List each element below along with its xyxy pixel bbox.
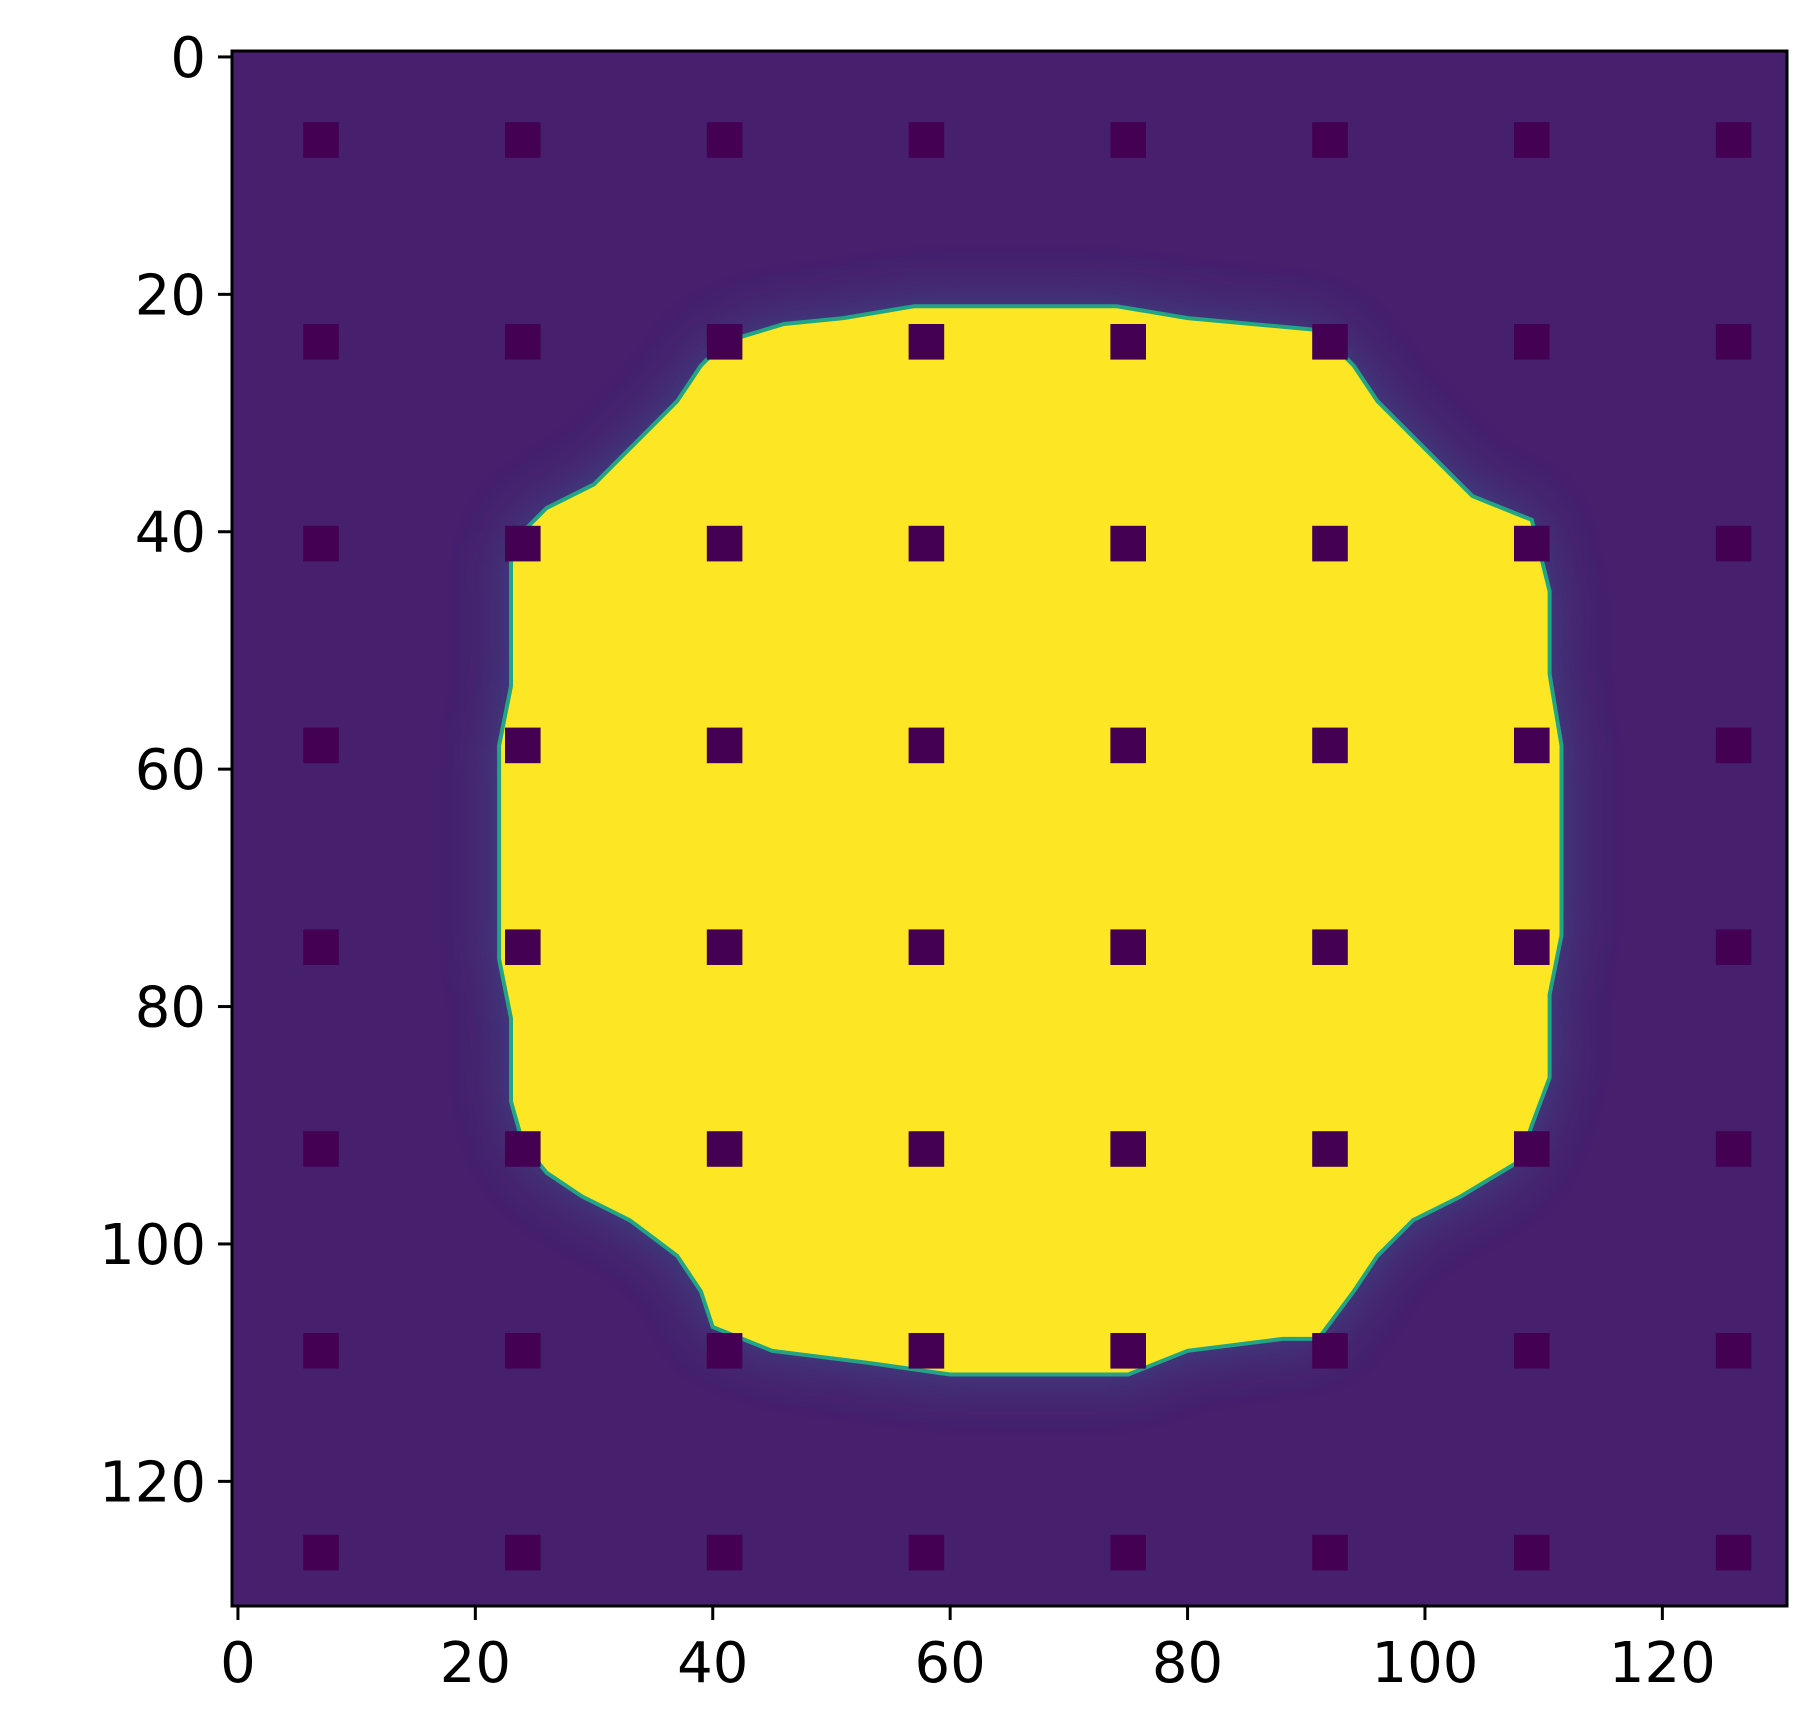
dot-marker [1110,324,1146,360]
dot-marker [908,1534,945,1571]
dot-marker [1312,727,1348,764]
x-tick-label: 100 [1372,1631,1479,1696]
y-tick-label: 0 [170,26,206,91]
y-tick-label: 120 [99,1450,206,1515]
dot-marker [1110,525,1146,562]
x-tick-label: 120 [1609,1631,1716,1696]
dot-marker [1514,525,1550,562]
y-tick-label: 40 [135,501,206,566]
y-tick-label: 80 [135,976,206,1041]
dot-marker [706,727,743,764]
y-tick-label: 20 [135,263,206,328]
dot-marker [1715,1534,1752,1571]
high-value-blob [497,304,1564,1377]
x-axis: 0 20 40 60 80 100 120 [220,1606,1716,1696]
dot-marker [1312,1131,1348,1167]
dot-grid [303,122,1752,1571]
dot-marker [1514,122,1550,158]
dot-marker [1110,122,1146,158]
dot-marker [1312,324,1348,360]
dot-marker [908,122,945,158]
plot-frame [230,49,1789,1608]
dot-marker [1715,1131,1752,1167]
dot-marker [706,122,743,158]
dot-marker [908,1131,945,1167]
y-axis: 0 20 40 60 80 100 120 [99,26,232,1515]
dot-marker [1715,122,1752,158]
dot-marker [505,1131,541,1167]
dot-marker [303,727,339,764]
y-tick-label: 60 [135,738,206,803]
x-tick-label: 60 [915,1631,986,1696]
dot-marker [1715,929,1752,965]
dot-marker [1110,929,1146,965]
dot-marker [1514,1131,1550,1167]
dot-marker [1715,324,1752,360]
dot-marker [1514,324,1550,360]
plot-area [232,51,1787,1606]
dot-marker [706,1333,743,1369]
dot-marker [1110,1333,1146,1369]
dot-marker [1514,727,1550,764]
dot-marker [908,324,945,360]
x-tick-label: 0 [220,1631,256,1696]
x-tick-label: 80 [1152,1631,1223,1696]
dot-marker [908,525,945,562]
dot-marker [706,324,743,360]
dot-marker [505,1333,541,1369]
dot-marker [908,727,945,764]
dot-marker [1110,1131,1146,1167]
dot-marker [1110,727,1146,764]
dot-marker [303,929,339,965]
dot-marker [908,1333,945,1369]
dot-marker [706,929,743,965]
dot-marker [1312,525,1348,562]
dot-marker [505,1534,541,1571]
dot-marker [706,1534,743,1571]
dot-marker [1312,1534,1348,1571]
dot-marker [1312,1333,1348,1369]
dot-marker [706,1131,743,1167]
dot-marker [1715,727,1752,764]
dot-marker [1514,929,1550,965]
dot-marker [1312,929,1348,965]
dot-marker [505,525,541,562]
dot-marker [908,929,945,965]
dot-marker [303,1534,339,1571]
x-tick-label: 40 [677,1631,748,1696]
dot-marker [303,324,339,360]
dot-marker [505,324,541,360]
dot-marker [1715,1333,1752,1369]
dot-marker [1514,1534,1550,1571]
dot-marker [505,122,541,158]
dot-marker [303,1333,339,1369]
x-tick-label: 20 [440,1631,511,1696]
dot-marker [505,727,541,764]
dot-marker [1715,525,1752,562]
dot-marker [505,929,541,965]
dot-marker [1514,1333,1550,1369]
dot-marker [1312,122,1348,158]
dot-marker [303,122,339,158]
dot-marker [303,525,339,562]
dot-marker [1110,1534,1146,1571]
y-tick-label: 100 [99,1213,206,1278]
dot-marker [303,1131,339,1167]
dot-marker [706,525,743,562]
